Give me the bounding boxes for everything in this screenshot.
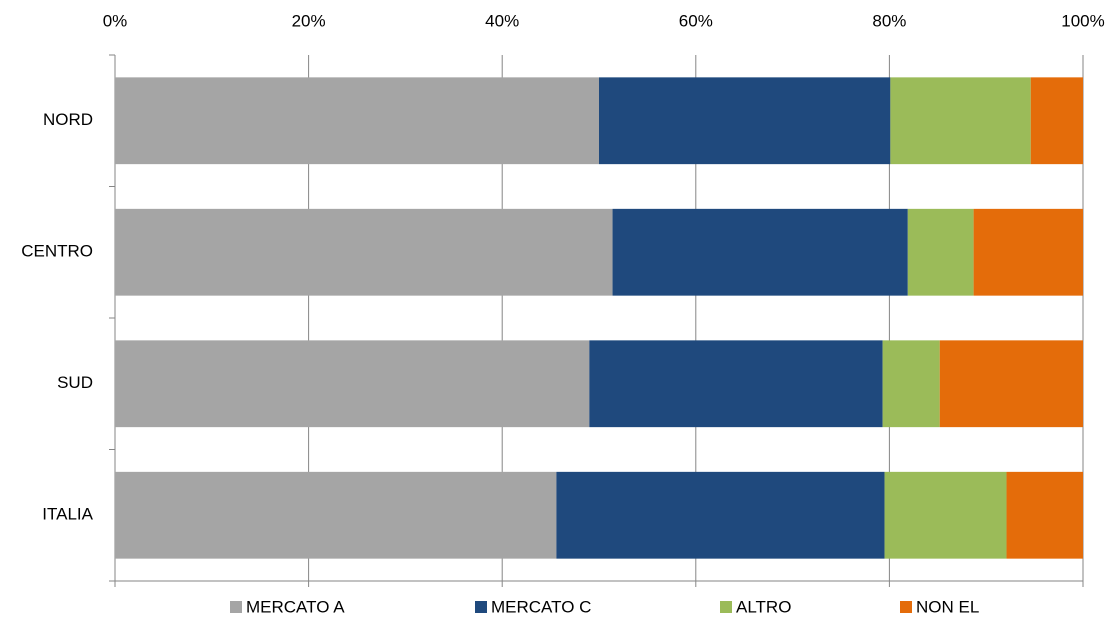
bar-segment [890, 77, 1031, 165]
bar-segment [115, 208, 613, 296]
x-tick-label: 60% [679, 11, 713, 30]
legend-label: MERCATO A [246, 597, 345, 616]
y-tick-label: CENTRO [21, 242, 93, 261]
x-tick-label: 80% [872, 11, 906, 30]
bar-segment [612, 208, 908, 296]
bar-segment [556, 471, 885, 559]
bar-segment [115, 471, 557, 559]
legend-swatch [230, 601, 242, 613]
legend-label: ALTRO [736, 597, 791, 616]
y-tick-label: NORD [43, 110, 93, 129]
bar-segment [115, 77, 599, 165]
bar-segment [589, 340, 883, 428]
bar-segment [599, 77, 891, 165]
bar-segment [1030, 77, 1083, 165]
x-tick-label: 100% [1061, 11, 1104, 30]
legend-label: MERCATO C [491, 597, 591, 616]
x-tick-label: 40% [485, 11, 519, 30]
x-tick-label: 20% [292, 11, 326, 30]
legend-label: NON EL [916, 597, 979, 616]
bar-segment [115, 340, 590, 428]
bar-segment [907, 208, 974, 296]
bar-segment [882, 340, 940, 428]
bar-segment [939, 340, 1083, 428]
bar-segment [973, 208, 1083, 296]
legend-swatch [720, 601, 732, 613]
bar-segment [884, 471, 1007, 559]
y-tick-label: ITALIA [42, 505, 93, 524]
bar-segment [1006, 471, 1083, 559]
legend-swatch [900, 601, 912, 613]
legend-swatch [475, 601, 487, 613]
y-tick-label: SUD [57, 373, 93, 392]
x-tick-label: 0% [103, 11, 128, 30]
